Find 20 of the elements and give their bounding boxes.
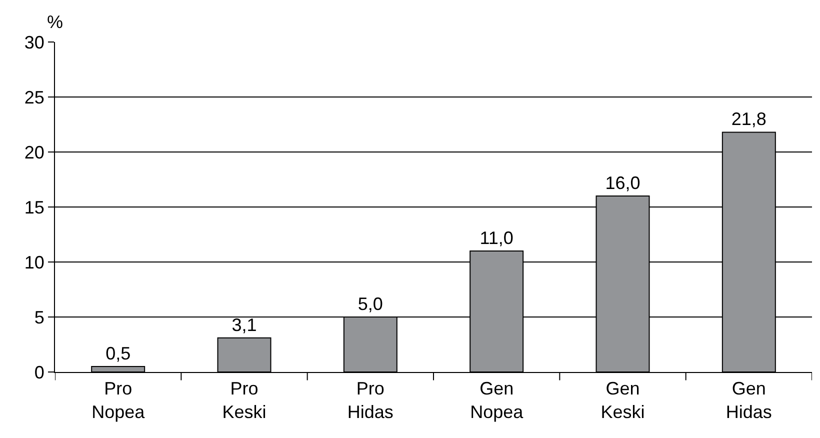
y-tick-label: 0: [34, 362, 44, 382]
x-tick-label: Pro Keski: [222, 378, 266, 422]
y-tick-label: 30: [24, 32, 44, 52]
data-label: 11,0: [480, 228, 514, 248]
data-label: 21,8: [731, 109, 766, 130]
y-tick-label: 25: [24, 87, 44, 108]
x-tick-label: Gen Hidas: [726, 378, 772, 422]
y-tick-label: 10: [24, 252, 44, 272]
y-tick-label: 15: [24, 197, 44, 218]
y-axis-title: %: [47, 12, 64, 32]
data-label: 0,5: [106, 344, 131, 364]
x-tick-label: Gen Nopea: [470, 378, 524, 422]
x-tick-label: Gen Keski: [600, 378, 645, 422]
x-tick-label: Pro Hidas: [347, 378, 394, 422]
x-tick-label: Pro Nopea: [92, 378, 146, 422]
y-tick-label: 20: [24, 142, 44, 162]
data-label: 3,1: [232, 314, 257, 335]
data-label: 16,0: [605, 173, 640, 193]
y-tick-label: 5: [34, 307, 44, 328]
data-label: 5,0: [358, 294, 383, 314]
